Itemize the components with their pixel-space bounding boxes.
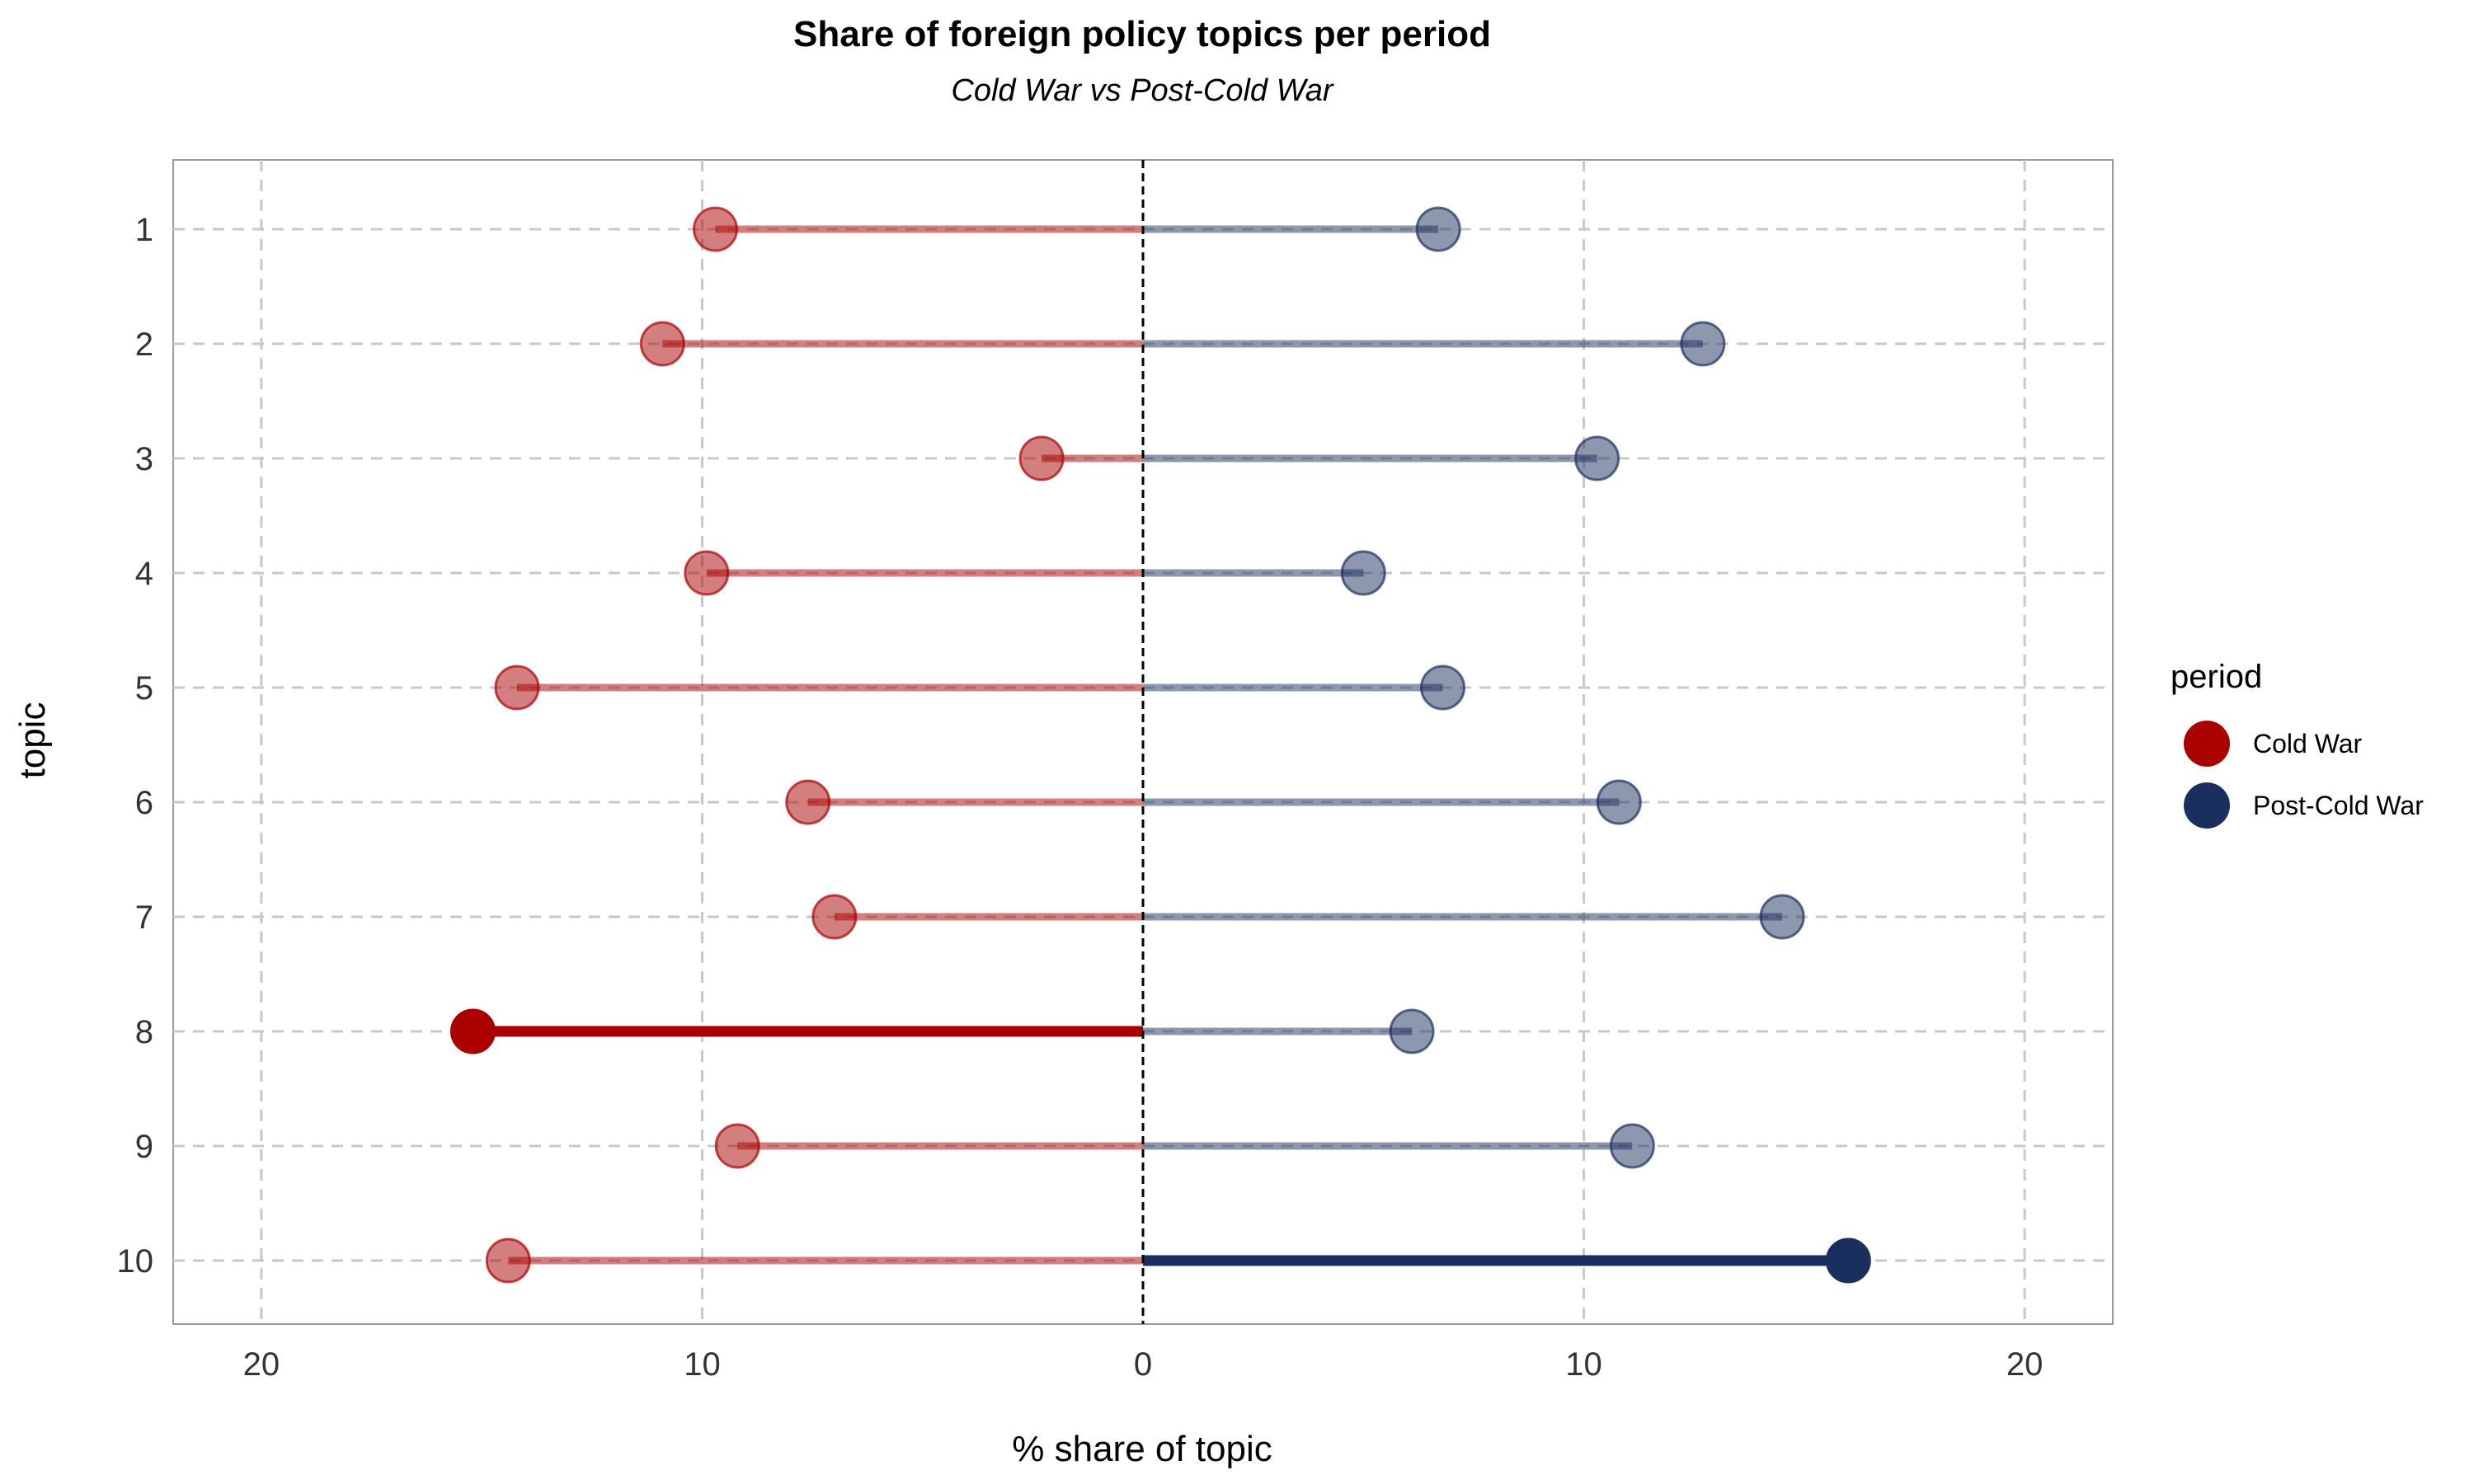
point-post-cold-war-topic-1	[1415, 206, 1461, 252]
point-cold-war-topic-10	[485, 1237, 531, 1284]
point-cold-war-topic-3	[1018, 435, 1065, 481]
x-axis-title: % share of topic	[1012, 1429, 1272, 1469]
legend-label-cold-war: Cold War	[2253, 729, 2363, 758]
point-cold-war-topic-9	[714, 1123, 760, 1169]
chart-title: Share of foreign policy topics per perio…	[793, 14, 1491, 54]
point-cold-war-topic-8	[449, 1008, 496, 1054]
y-axis-title: topic	[12, 702, 53, 779]
x-tick-label: 0	[1134, 1346, 1152, 1383]
y-tick-label: 9	[135, 1129, 153, 1165]
x-tick-label: 10	[1565, 1346, 1602, 1383]
point-cold-war-topic-7	[811, 894, 858, 940]
point-post-cold-war-topic-4	[1340, 550, 1386, 596]
plot-area: 1 2 3 4 5 6 7 8 9 10 20 10 0 10 20	[117, 159, 2114, 1383]
y-tick-label: 2	[135, 326, 153, 363]
legend-key-cold-war	[2184, 721, 2230, 767]
legend: period Cold War Post-Cold War	[2171, 659, 2424, 829]
point-post-cold-war-topic-9	[1609, 1123, 1655, 1169]
y-tick-label: 7	[135, 899, 153, 936]
chart-subtitle: Cold War vs Post-Cold War	[951, 73, 1334, 108]
y-tick-label: 6	[135, 785, 153, 821]
point-cold-war-topic-1	[692, 206, 738, 252]
point-post-cold-war-topic-6	[1596, 779, 1642, 825]
point-post-cold-war-topic-10	[1825, 1237, 1871, 1284]
y-tick-label: 5	[135, 670, 153, 707]
x-tick-label: 10	[684, 1346, 721, 1383]
y-tick-label: 4	[135, 556, 153, 592]
point-post-cold-war-topic-2	[1680, 321, 1726, 367]
point-cold-war-topic-4	[684, 550, 730, 596]
point-cold-war-topic-5	[494, 665, 540, 711]
point-post-cold-war-topic-5	[1419, 665, 1465, 711]
x-tick-label: 20	[2006, 1346, 2044, 1383]
y-tick-label: 8	[135, 1014, 153, 1050]
legend-title: period	[2171, 659, 2262, 695]
point-post-cold-war-topic-3	[1574, 435, 1620, 481]
y-tick-label: 1	[135, 212, 153, 248]
point-post-cold-war-topic-7	[1759, 894, 1805, 940]
x-tick-label: 20	[243, 1346, 280, 1383]
point-cold-war-topic-6	[785, 779, 831, 825]
y-tick-label: 3	[135, 441, 153, 477]
y-tick-label: 10	[117, 1243, 154, 1280]
legend-label-post-cold-war: Post-Cold War	[2253, 791, 2424, 820]
legend-key-post-cold-war	[2184, 782, 2230, 829]
point-post-cold-war-topic-8	[1389, 1008, 1435, 1054]
point-cold-war-topic-2	[639, 321, 685, 367]
